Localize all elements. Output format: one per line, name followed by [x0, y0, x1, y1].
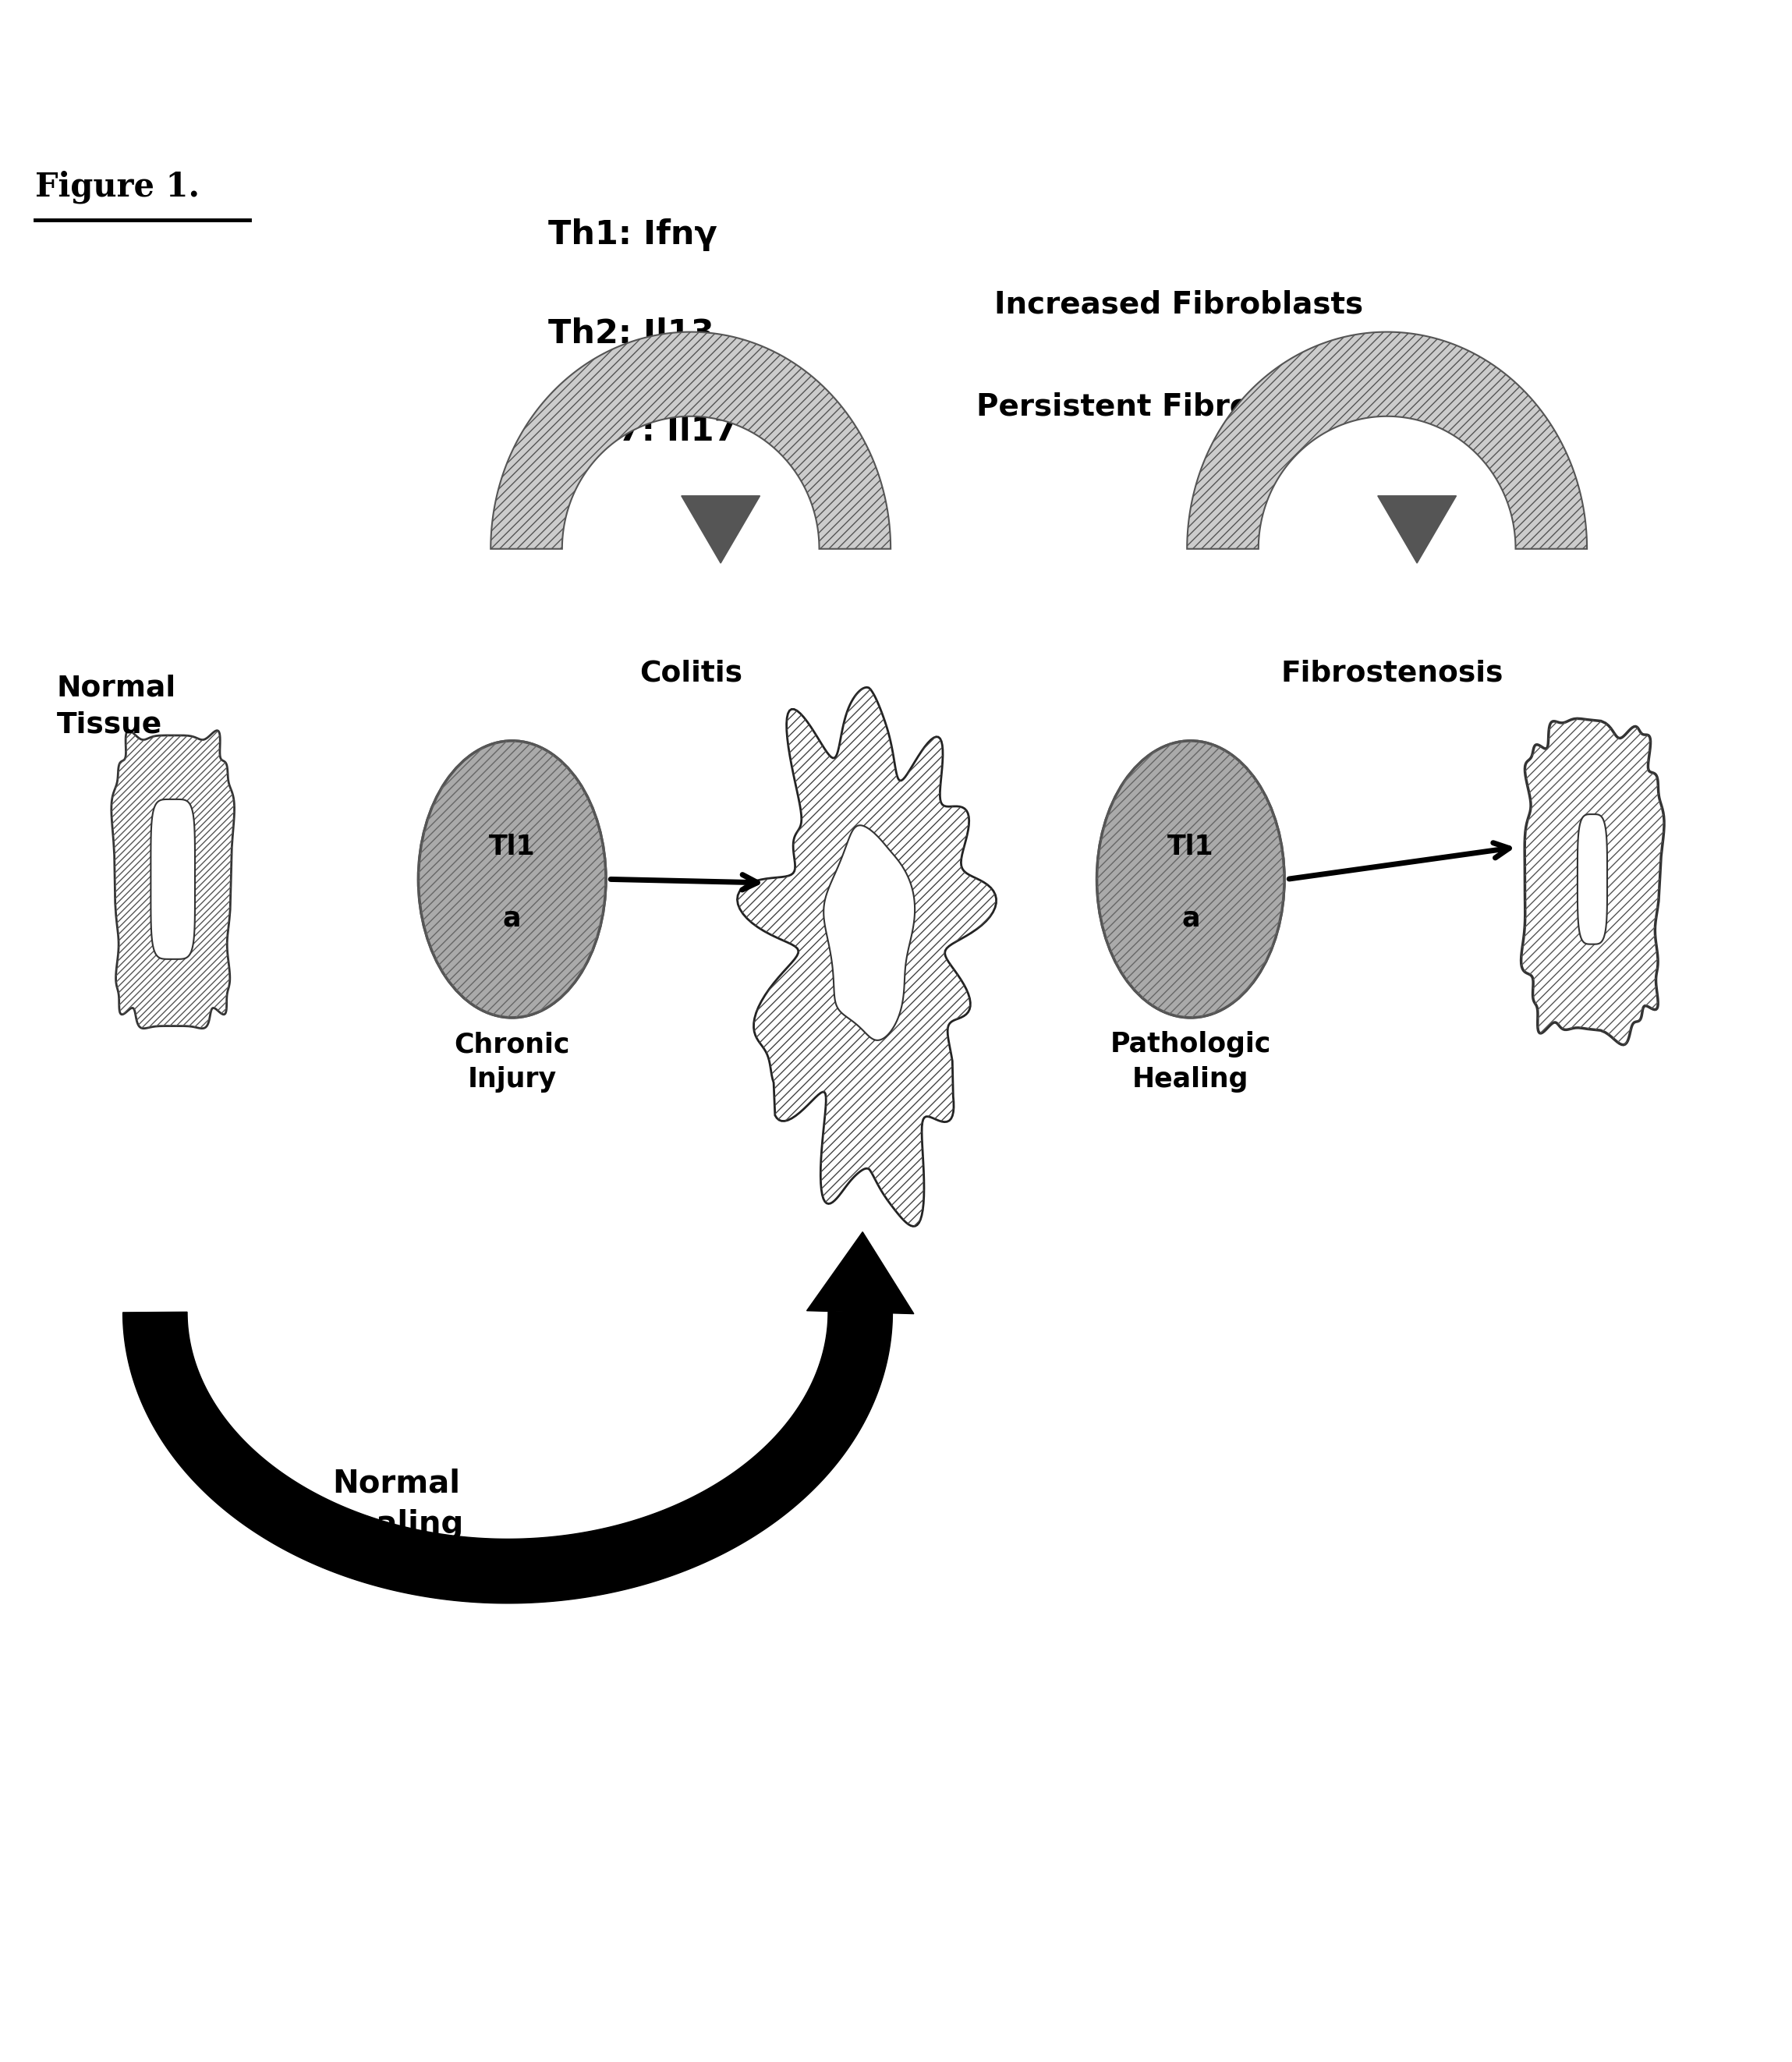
Text: Tl1: Tl1 — [489, 833, 536, 860]
Text: Pathologic
Healing: Pathologic Healing — [1109, 1031, 1271, 1093]
Text: a: a — [504, 905, 521, 932]
Polygon shape — [1378, 495, 1457, 563]
Text: Increased Fibroblasts: Increased Fibroblasts — [995, 291, 1364, 320]
Text: Th17: Il17: Th17: Il17 — [548, 414, 737, 447]
Ellipse shape — [418, 740, 606, 1019]
Polygon shape — [824, 825, 914, 1039]
Text: Normal
Tissue: Normal Tissue — [57, 674, 176, 738]
Polygon shape — [491, 332, 891, 548]
Text: Th1: Ifnγ: Th1: Ifnγ — [548, 219, 717, 252]
Ellipse shape — [1097, 740, 1285, 1019]
Text: Colitis: Colitis — [640, 660, 742, 687]
Polygon shape — [151, 800, 195, 959]
Polygon shape — [681, 495, 760, 563]
Polygon shape — [1577, 814, 1607, 944]
Polygon shape — [1186, 332, 1588, 548]
Text: Normal
Healing: Normal Healing — [328, 1468, 464, 1540]
Text: Tl1: Tl1 — [1167, 833, 1213, 860]
Text: Chronic
Injury: Chronic Injury — [453, 1031, 570, 1093]
Polygon shape — [124, 1311, 892, 1604]
Text: Persistent Fibroblast Activation: Persistent Fibroblast Activation — [977, 392, 1520, 421]
Ellipse shape — [1097, 740, 1285, 1019]
Text: Figure 1.: Figure 1. — [36, 171, 201, 204]
Text: Fibrostenosis: Fibrostenosis — [1281, 660, 1503, 687]
Ellipse shape — [418, 740, 606, 1019]
Text: a: a — [1181, 905, 1201, 932]
Polygon shape — [1521, 718, 1665, 1045]
Text: Th2: Il13: Th2: Il13 — [548, 318, 713, 348]
Polygon shape — [111, 730, 235, 1029]
Polygon shape — [806, 1231, 914, 1313]
Polygon shape — [737, 687, 996, 1227]
